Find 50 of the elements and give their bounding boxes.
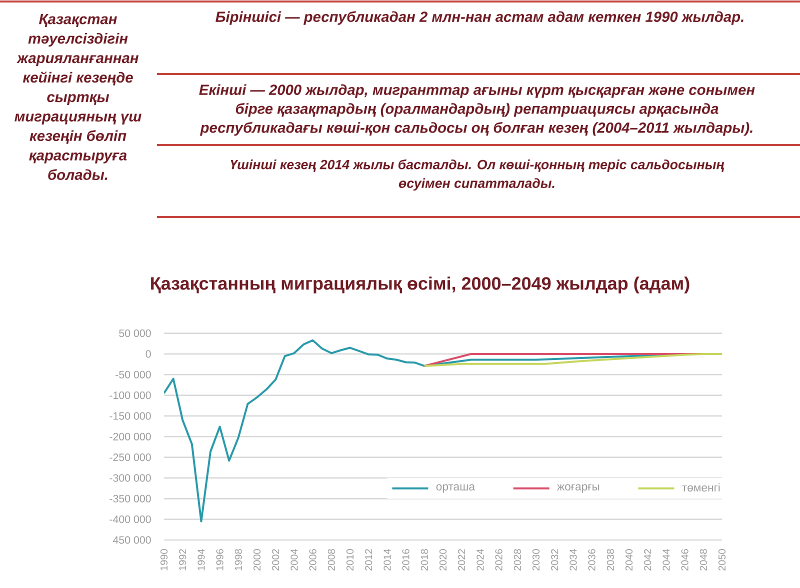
legend-label: төменгі bbox=[682, 483, 720, 492]
x-tick-label: 2010 bbox=[346, 549, 354, 570]
text: Екінші — 2000 жылдар, мигранттар ағыны күрт қысқарған және сонымен бірге қазақтардың (оралмандардың) репатриациясы арқасында республикадағы көші-қон сальдосы оң болған кезең (2004–2011 жылдары). bbox=[199, 84, 755, 136]
x-tick-label: 2044 bbox=[662, 548, 670, 570]
y-tick-label: -350 000 bbox=[110, 494, 151, 502]
x-tick-label: 2002 bbox=[272, 549, 280, 570]
chart-title: Қазақстанның миграциялық өсімі, 2000–2049 жылдар (адам) bbox=[151, 276, 690, 294]
x-tick-label: 2016 bbox=[402, 549, 410, 570]
x-tick-label: 2050 bbox=[718, 549, 726, 570]
x-tick-label: 2026 bbox=[495, 549, 502, 570]
x-tick-label: 2042 bbox=[644, 549, 652, 570]
x-tick-label: 2012 bbox=[365, 549, 372, 570]
y-tick-label: 50 000 bbox=[119, 330, 151, 338]
y-tick-label: -150 000 bbox=[110, 412, 151, 420]
text: Үшінші кезең 2014 жылы басталды. Ол көші-қонның теріс сальдосының өсуімен сипатталады. bbox=[230, 159, 724, 191]
x-tick-label: 2022 bbox=[458, 549, 466, 570]
text: Біріншісі — республикадан 2 млн-нан астам адам кеткен 1990 жылдар. bbox=[216, 11, 744, 25]
x-tick-label: 2032 bbox=[551, 549, 558, 570]
y-tick-label: -50 000 bbox=[116, 370, 151, 378]
y-tick-label: -250 000 bbox=[110, 454, 151, 462]
x-tick-label: 2046 bbox=[681, 549, 688, 570]
x-tick-label: 2006 bbox=[309, 549, 316, 570]
x-tick-label: 1998 bbox=[234, 549, 242, 570]
y-tick-label: -400 000 bbox=[110, 516, 151, 524]
x-tick-label: 2038 bbox=[606, 549, 614, 570]
y-tick-label: -200 000 bbox=[110, 432, 151, 440]
legend-label: орташа bbox=[436, 484, 475, 493]
x-tick-label: 2040 bbox=[625, 549, 633, 570]
x-tick-label: 2014 bbox=[384, 548, 391, 570]
x-tick-label: 1994 bbox=[198, 548, 205, 570]
x-tick-label: 2034 bbox=[570, 548, 577, 570]
x-tick-label: 1992 bbox=[179, 549, 186, 570]
y-tick-label: 450 000 bbox=[112, 536, 151, 544]
y-tick-label: 0 bbox=[146, 350, 151, 358]
x-tick-label: 2030 bbox=[532, 549, 540, 570]
x-tick-label: 2000 bbox=[253, 549, 261, 570]
x-tick-label: 2008 bbox=[328, 549, 335, 570]
x-tick-label: 2048 bbox=[700, 549, 707, 570]
x-tick-label: 2018 bbox=[420, 549, 428, 570]
legend-label: жоғарғы bbox=[557, 484, 600, 493]
x-tick-label: 1996 bbox=[216, 549, 224, 570]
x-tick-label: 2004 bbox=[290, 548, 298, 570]
text: Қазақстан тәуелсіздігін жарияланғаннан кейінгі кезеңде сыртқы миграцияның үш кезеңін бөліп қарастыруға болады. bbox=[14, 14, 142, 180]
x-tick-label: 1990 bbox=[160, 549, 168, 570]
y-tick-label: -100 000 bbox=[110, 392, 151, 400]
x-tick-label: 2028 bbox=[514, 549, 521, 570]
x-tick-label: 2024 bbox=[476, 548, 484, 570]
y-tick-label: -300 000 bbox=[110, 474, 151, 482]
x-tick-label: 2020 bbox=[439, 549, 447, 570]
x-tick-label: 2036 bbox=[588, 549, 596, 570]
